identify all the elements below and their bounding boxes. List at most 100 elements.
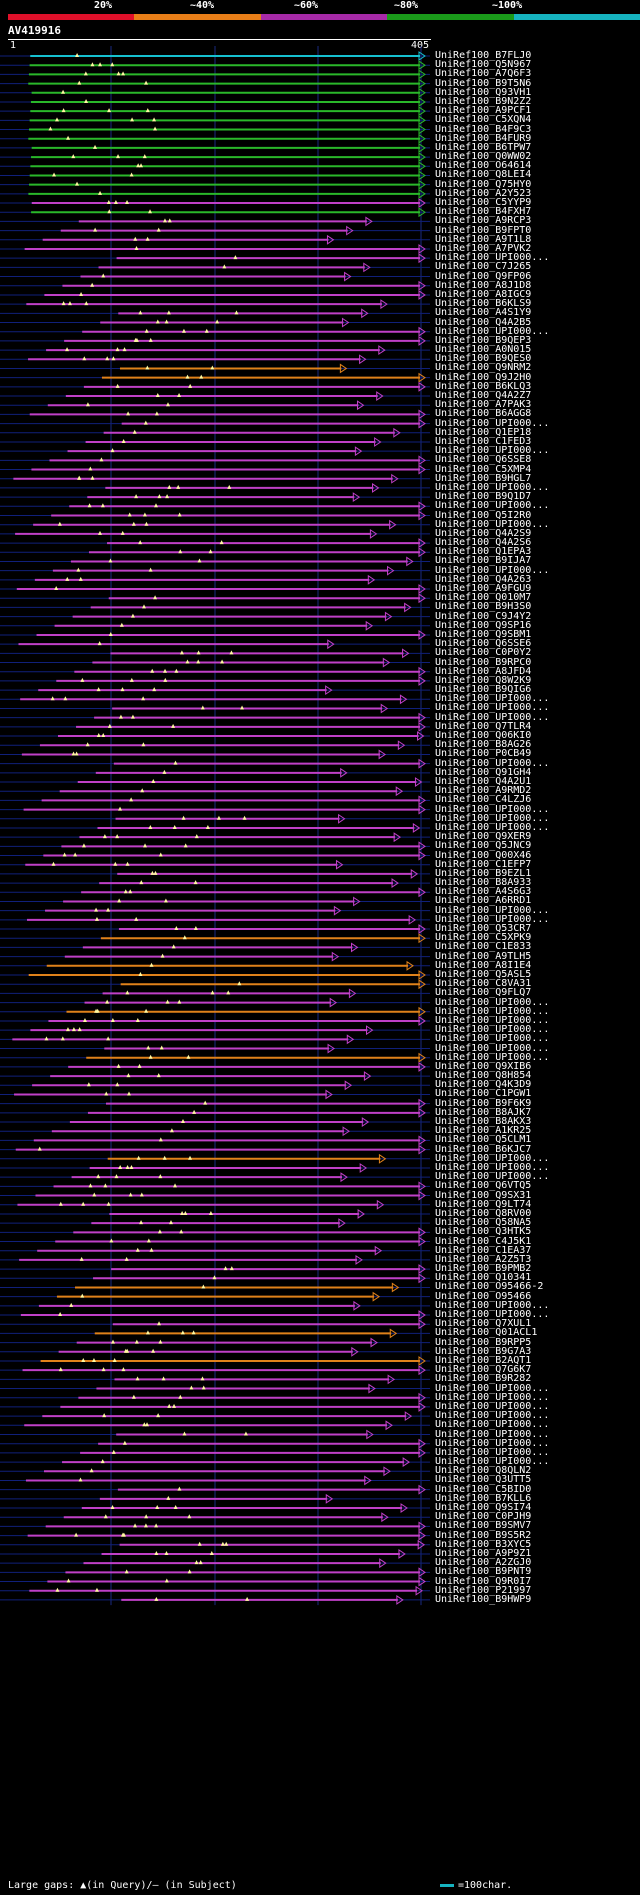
- hit-label[interactable]: UniRef100_UPI000...: [435, 996, 550, 1008]
- hit-label[interactable]: UniRef100_UPI000...: [435, 1299, 550, 1311]
- hit-label[interactable]: UniRef100_B9QEP3: [435, 334, 532, 346]
- hit-label[interactable]: UniRef100_B7KLL6: [435, 1492, 532, 1504]
- hit-label[interactable]: UniRef100_Q5ASL5: [435, 969, 532, 980]
- hit-label[interactable]: UniRef100_B9SMV7: [435, 1520, 532, 1532]
- hit-label[interactable]: UniRef100_UPI000...: [435, 1391, 550, 1403]
- hit-label[interactable]: UniRef100_UPI000...: [435, 1382, 550, 1394]
- hit-label[interactable]: UniRef100_Q58NA5: [435, 1217, 532, 1229]
- hit-label[interactable]: UniRef100_UPI000...: [435, 417, 550, 429]
- hit-label[interactable]: UniRef100_A1KR25: [435, 1125, 532, 1137]
- hit-label[interactable]: UniRef100_A4S1Y9: [435, 307, 532, 319]
- hit-label[interactable]: UniRef100_UPI000...: [435, 913, 550, 925]
- hit-label[interactable]: UniRef100_B9QES0: [435, 353, 532, 365]
- hit-label[interactable]: UniRef100_B4FUR9: [435, 132, 532, 144]
- hit-label[interactable]: UniRef100_UPI000...: [435, 1428, 550, 1440]
- hit-label[interactable]: UniRef100_B7FLJ0: [435, 50, 532, 61]
- hit-label[interactable]: UniRef100_Q9FP06: [435, 270, 532, 282]
- hit-label[interactable]: UniRef100_UPI000...: [435, 1456, 550, 1468]
- hit-label[interactable]: UniRef100_UPI000...: [435, 564, 550, 576]
- hit-label[interactable]: UniRef100_UPI000...: [435, 821, 550, 833]
- hit-label[interactable]: UniRef100_A9RMD2: [435, 785, 532, 797]
- hit-label[interactable]: UniRef100_B9F6K9: [435, 1097, 532, 1109]
- hit-label[interactable]: UniRef100_Q4A2S9: [435, 527, 532, 539]
- hit-label[interactable]: UniRef100_UPI000...: [435, 445, 550, 457]
- hit-label[interactable]: UniRef100_Q06KI0: [435, 730, 532, 742]
- hit-label[interactable]: UniRef100_C1E833: [435, 941, 532, 953]
- hit-label[interactable]: UniRef100_UPI000...: [435, 1161, 550, 1173]
- hit-label[interactable]: UniRef100_C5XMP4: [435, 463, 532, 475]
- hit-label[interactable]: UniRef100_A8IGC9: [435, 288, 532, 300]
- hit-label[interactable]: UniRef100_B6TPW7: [435, 141, 532, 153]
- hit-label[interactable]: UniRef100_C5XQN4: [435, 114, 532, 126]
- hit-label[interactable]: UniRef100_B4FXH7: [435, 206, 532, 218]
- hit-label[interactable]: UniRef100_Q7G6K7: [435, 1364, 532, 1376]
- hit-label[interactable]: UniRef100_C1FED3: [435, 435, 532, 447]
- hit-label[interactable]: UniRef100_UPI000...: [435, 803, 550, 815]
- hit-label[interactable]: UniRef100_Q9LT74: [435, 1198, 532, 1210]
- hit-label[interactable]: UniRef100_B8A933: [435, 877, 532, 889]
- hit-label[interactable]: UniRef100_A9RCP3: [435, 215, 532, 227]
- hit-label[interactable]: UniRef100_UPI000...: [435, 1419, 550, 1431]
- hit-label[interactable]: UniRef100_C1EA37: [435, 1244, 532, 1256]
- hit-label[interactable]: UniRef100_A9TLH5: [435, 950, 532, 962]
- hit-label[interactable]: UniRef100_Q1EP18: [435, 426, 532, 438]
- hit-label[interactable]: UniRef100_B9PNT9: [435, 1566, 532, 1578]
- hit-label[interactable]: UniRef100_Q10341: [435, 1272, 532, 1284]
- hit-label[interactable]: UniRef100_UPI000...: [435, 711, 550, 723]
- hit-label[interactable]: UniRef100_A7PAK3: [435, 399, 532, 411]
- hit-label[interactable]: UniRef100_C0P0Y2: [435, 647, 532, 659]
- hit-label[interactable]: UniRef100_B9HWP9: [435, 1593, 532, 1605]
- hit-label[interactable]: UniRef100_UPI000...: [435, 325, 550, 337]
- hit-label[interactable]: UniRef100_Q4K3D9: [435, 1079, 532, 1091]
- hit-label[interactable]: UniRef100_C4J5K1: [435, 1235, 532, 1247]
- hit-label[interactable]: UniRef100_B9S5R2: [435, 1529, 532, 1541]
- hit-label[interactable]: UniRef100_Q91GH4: [435, 766, 532, 778]
- hit-label[interactable]: UniRef100_Q7XUL1: [435, 1318, 532, 1330]
- hit-label[interactable]: UniRef100_UPI000...: [435, 1024, 550, 1036]
- hit-label[interactable]: UniRef100_B6AGG8: [435, 408, 532, 420]
- hit-label[interactable]: UniRef100_Q8W2K9: [435, 674, 532, 686]
- hit-label[interactable]: UniRef100_B9G7A3: [435, 1345, 532, 1357]
- hit-label[interactable]: UniRef100_UPI000...: [435, 1437, 550, 1449]
- hit-label[interactable]: UniRef100_UPI000...: [435, 1051, 550, 1063]
- hit-label[interactable]: UniRef100_Q9SX31: [435, 1189, 532, 1201]
- hit-label[interactable]: UniRef100_C5BID0: [435, 1483, 532, 1495]
- hit-label[interactable]: UniRef100_Q0WW02: [435, 151, 532, 163]
- hit-label[interactable]: UniRef100_Q9SP16: [435, 619, 532, 631]
- hit-label[interactable]: UniRef100_UPI000...: [435, 1014, 550, 1026]
- hit-label[interactable]: UniRef100_B6KLS9: [435, 298, 532, 310]
- hit-label[interactable]: UniRef100_UPI000...: [435, 1042, 550, 1054]
- hit-label[interactable]: UniRef100_P21997: [435, 1584, 532, 1596]
- hit-label[interactable]: UniRef100_B9Q1D7: [435, 491, 532, 503]
- hit-label[interactable]: UniRef100_C9J4Y2: [435, 610, 532, 622]
- hit-label[interactable]: UniRef100_A6RRD1: [435, 895, 532, 907]
- hit-label[interactable]: UniRef100_C4LZJ6: [435, 794, 532, 806]
- hit-label[interactable]: UniRef100_B8AG26: [435, 739, 532, 751]
- hit-label[interactable]: UniRef100_Q4A2U1: [435, 776, 532, 787]
- hit-label[interactable]: UniRef100_UPI000...: [435, 757, 550, 769]
- hit-label[interactable]: UniRef100_Q9NRM2: [435, 362, 532, 374]
- hit-label[interactable]: UniRef100_B6KJC7: [435, 1143, 532, 1155]
- hit-label[interactable]: UniRef100_UPI000...: [435, 1152, 550, 1164]
- hit-label[interactable]: UniRef100_B9T5N6: [435, 77, 532, 89]
- hit-label[interactable]: UniRef100_B9IJA7: [435, 555, 532, 567]
- hit-label[interactable]: UniRef100_Q8QLN2: [435, 1465, 532, 1477]
- hit-label[interactable]: UniRef100_Q5N967: [435, 59, 532, 71]
- hit-label[interactable]: UniRef100_Q93VH1: [435, 86, 532, 98]
- hit-label[interactable]: UniRef100_A0N015: [435, 344, 532, 356]
- hit-label[interactable]: UniRef100_Q53CR7: [435, 923, 532, 935]
- hit-label[interactable]: UniRef100_Q5I2R0: [435, 509, 532, 521]
- hit-label[interactable]: UniRef100_Q8LEI4: [435, 169, 532, 181]
- hit-label[interactable]: UniRef100_B4F9C3: [435, 123, 532, 135]
- hit-label[interactable]: UniRef100_Q8H854: [435, 1070, 532, 1082]
- hit-label[interactable]: UniRef100_A2ZGJ0: [435, 1557, 532, 1569]
- hit-label[interactable]: UniRef100_A8J1D8: [435, 279, 532, 291]
- hit-label[interactable]: UniRef100_UPI000...: [435, 1005, 550, 1017]
- hit-label[interactable]: UniRef100_B3XYC5: [435, 1538, 532, 1550]
- hit-label[interactable]: UniRef100_UPI000...: [435, 1446, 550, 1458]
- hit-label[interactable]: UniRef100_UPI000...: [435, 252, 550, 264]
- hit-label[interactable]: UniRef100_UPI000...: [435, 702, 550, 714]
- hit-label[interactable]: UniRef100_Q75HY0: [435, 178, 532, 190]
- hit-label[interactable]: UniRef100_A2Z5T3: [435, 1253, 532, 1265]
- hit-label[interactable]: UniRef100_B9HGL7: [435, 472, 532, 484]
